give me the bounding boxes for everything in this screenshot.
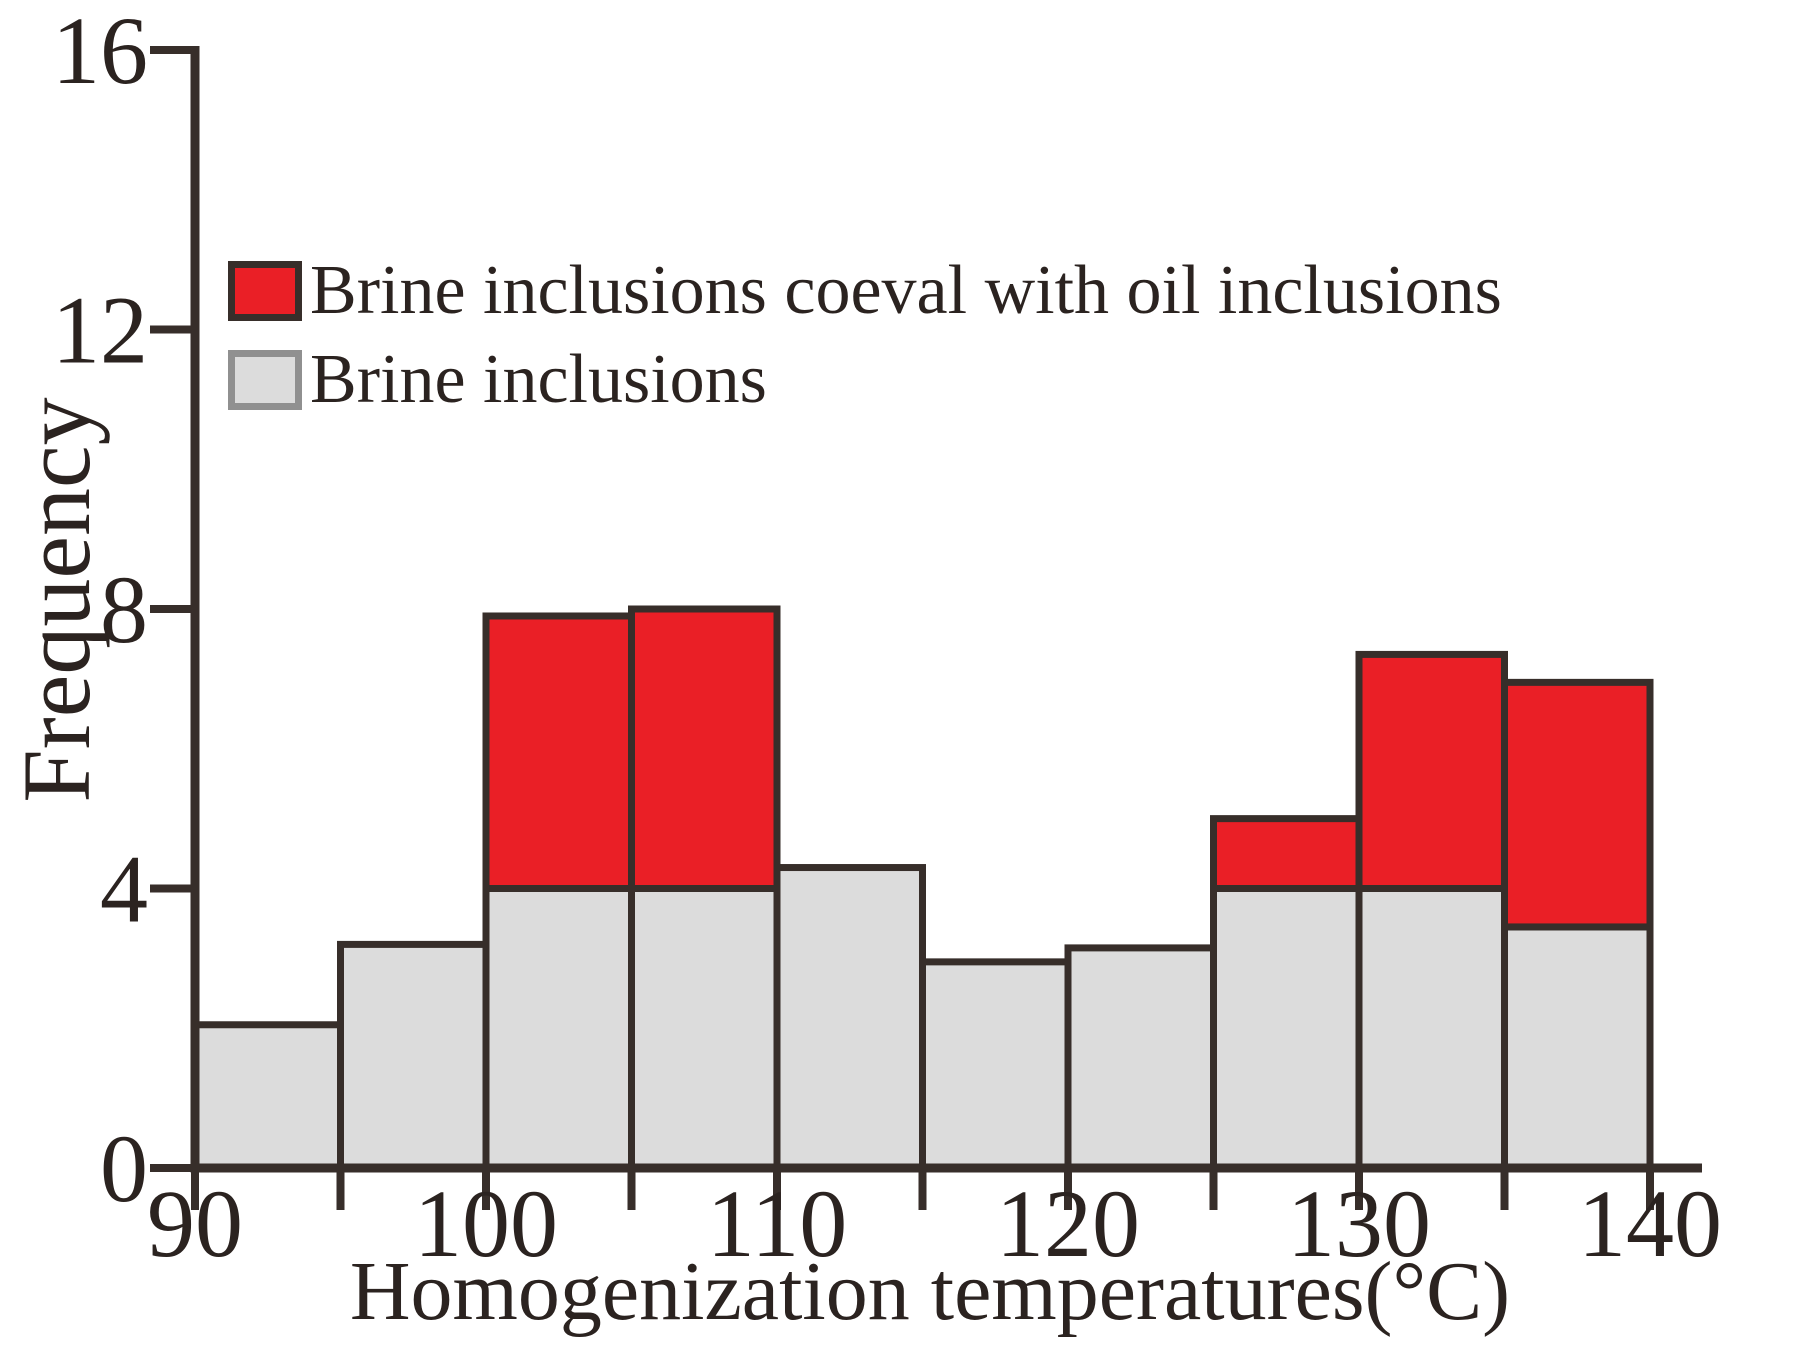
bar-segment-gray xyxy=(337,940,490,1172)
bar-segment-gray xyxy=(1210,885,1363,1172)
bar-segment-gray xyxy=(1501,923,1654,1172)
legend-label: Brine inclusions xyxy=(310,341,767,418)
y-axis-title: Frequency xyxy=(3,397,110,803)
bar-segment-gray xyxy=(919,958,1072,1172)
bar-segment-gray xyxy=(1355,885,1508,1172)
x-tick-label: 130 xyxy=(1287,1170,1431,1277)
x-tick-label: 90 xyxy=(147,1170,243,1277)
x-tick-label: 140 xyxy=(1578,1170,1722,1277)
legend-item-brine: Brine inclusions xyxy=(228,344,1502,416)
y-tick-label: 12 xyxy=(52,277,148,384)
legend: Brine inclusions coeval with oil inclusi… xyxy=(228,255,1502,433)
bar-segment-gray xyxy=(628,885,781,1172)
y-tick-label: 16 xyxy=(52,0,148,104)
x-axis-title: Homogenization temperatures(°C) xyxy=(349,1245,1511,1338)
bar-segment-red xyxy=(1501,678,1654,931)
bar-segment-gray xyxy=(773,864,926,1172)
gray-legend-swatch-icon xyxy=(228,350,302,410)
bar-segment-gray xyxy=(482,885,635,1172)
red-legend-swatch-icon xyxy=(228,261,302,321)
y-tick-label: 0 xyxy=(100,1115,148,1222)
y-tick-label: 4 xyxy=(100,836,148,943)
bar-segment-gray xyxy=(1064,944,1217,1172)
x-tick-label: 110 xyxy=(707,1170,847,1277)
legend-item-coeval: Brine inclusions coeval with oil inclusi… xyxy=(228,255,1502,327)
y-tick-label: 8 xyxy=(100,556,148,663)
x-tick-label: 120 xyxy=(996,1170,1140,1277)
bar-segment-gray xyxy=(191,1021,344,1172)
bar-segment-red xyxy=(482,612,635,892)
x-tick-label: 100 xyxy=(414,1170,558,1277)
bar-segment-red xyxy=(628,605,781,892)
legend-label: Brine inclusions coeval with oil inclusi… xyxy=(310,252,1502,329)
bar-segment-red xyxy=(1210,815,1363,892)
bar-segment-red xyxy=(1355,650,1508,893)
